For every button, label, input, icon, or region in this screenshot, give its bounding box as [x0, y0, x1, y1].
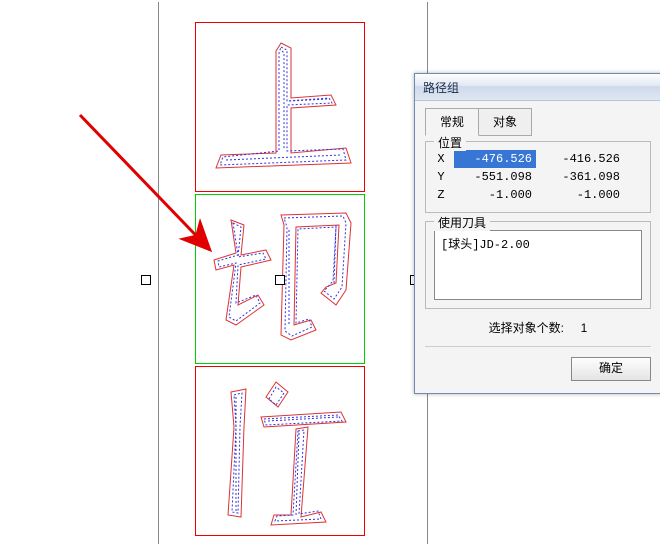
position-legend: 位置	[434, 134, 466, 151]
label-x: X	[434, 150, 448, 168]
value-z1[interactable]: -1.000	[454, 186, 536, 204]
row-x: X -476.526 -416.526	[434, 150, 642, 168]
ok-button[interactable]: 确定	[571, 357, 651, 381]
selection-handle-left[interactable]	[141, 275, 151, 285]
value-y1[interactable]: -551.098	[454, 168, 536, 186]
label-y: Y	[434, 168, 448, 186]
value-y2[interactable]: -361.098	[542, 168, 624, 186]
value-x2[interactable]: -416.526	[542, 150, 624, 168]
button-row: 确定	[425, 346, 651, 381]
value-z2[interactable]: -1.000	[542, 186, 624, 204]
selection-handle-center[interactable]	[275, 275, 285, 285]
tool-group: 使用刀具 [球头]JD-2.00	[425, 221, 651, 309]
glyph-wei	[196, 367, 366, 537]
char-box-3[interactable]	[195, 366, 365, 536]
tab-general[interactable]: 常规	[425, 108, 479, 136]
dialog-body: 常规 对象 位置 X -476.526 -416.526 Y -551.098 …	[415, 101, 660, 393]
count-label: 选择对象个数:	[489, 321, 564, 335]
position-group: 位置 X -476.526 -416.526 Y -551.098 -361.0…	[425, 141, 651, 213]
row-z: Z -1.000 -1.000	[434, 186, 642, 204]
glyph-shang	[196, 23, 366, 193]
tool-listbox[interactable]: [球头]JD-2.00	[434, 230, 642, 300]
char-box-1[interactable]	[195, 22, 365, 192]
tool-legend: 使用刀具	[434, 214, 490, 231]
count-value: 1	[581, 321, 588, 335]
tool-item[interactable]: [球头]JD-2.00	[441, 235, 635, 252]
tab-strip: 常规 对象	[425, 107, 651, 135]
object-count-line: 选择对象个数: 1	[425, 319, 651, 336]
tab-object[interactable]: 对象	[478, 108, 532, 136]
value-x1[interactable]: -476.526	[454, 150, 536, 168]
canvas-area: 路径组 常规 对象 位置 X -476.526 -416.526 Y -551.…	[0, 0, 660, 546]
dialog-title: 路径组	[423, 79, 459, 96]
path-group-dialog: 路径组 常规 对象 位置 X -476.526 -416.526 Y -551.…	[414, 73, 660, 394]
guide-line-left	[158, 2, 159, 544]
dialog-titlebar[interactable]: 路径组	[415, 74, 660, 101]
label-z: Z	[434, 186, 448, 204]
row-y: Y -551.098 -361.098	[434, 168, 642, 186]
